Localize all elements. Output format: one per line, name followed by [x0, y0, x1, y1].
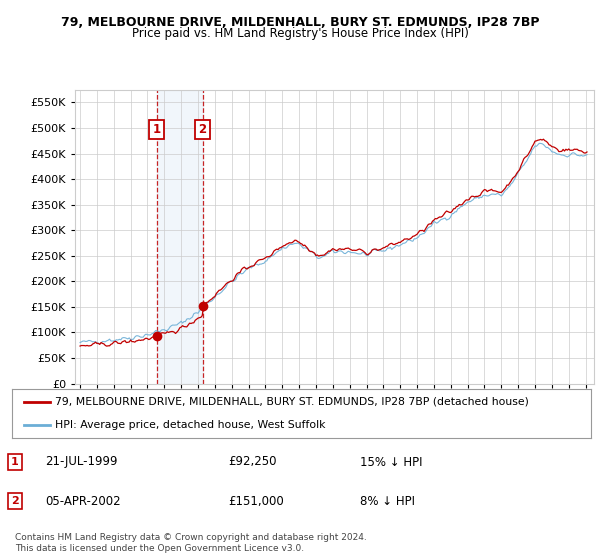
- Text: 15% ↓ HPI: 15% ↓ HPI: [360, 455, 422, 469]
- Text: 1: 1: [152, 123, 161, 136]
- Text: £151,000: £151,000: [228, 494, 284, 508]
- Text: 1: 1: [11, 457, 19, 467]
- Text: 2: 2: [199, 123, 206, 136]
- Text: 79, MELBOURNE DRIVE, MILDENHALL, BURY ST. EDMUNDS, IP28 7BP (detached house): 79, MELBOURNE DRIVE, MILDENHALL, BURY ST…: [55, 397, 529, 407]
- Text: HPI: Average price, detached house, West Suffolk: HPI: Average price, detached house, West…: [55, 419, 326, 430]
- Text: Contains HM Land Registry data © Crown copyright and database right 2024.
This d: Contains HM Land Registry data © Crown c…: [15, 533, 367, 553]
- Text: 79, MELBOURNE DRIVE, MILDENHALL, BURY ST. EDMUNDS, IP28 7BP: 79, MELBOURNE DRIVE, MILDENHALL, BURY ST…: [61, 16, 539, 29]
- Bar: [157, 90, 203, 384]
- Text: 21-JUL-1999: 21-JUL-1999: [45, 455, 118, 469]
- Text: 8% ↓ HPI: 8% ↓ HPI: [360, 494, 415, 508]
- Text: 2: 2: [11, 496, 19, 506]
- Text: Price paid vs. HM Land Registry's House Price Index (HPI): Price paid vs. HM Land Registry's House …: [131, 27, 469, 40]
- Text: 05-APR-2002: 05-APR-2002: [45, 494, 121, 508]
- Text: £92,250: £92,250: [228, 455, 277, 469]
